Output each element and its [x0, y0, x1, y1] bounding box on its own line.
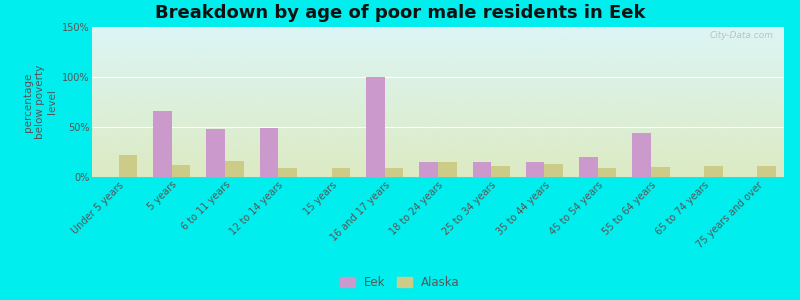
Bar	[526, 162, 545, 177]
Bar	[704, 166, 722, 177]
Bar	[385, 168, 403, 177]
Bar	[632, 133, 651, 177]
Bar	[278, 168, 297, 177]
Y-axis label: percentage
below poverty
level: percentage below poverty level	[22, 65, 58, 139]
Bar	[473, 162, 491, 177]
Bar	[758, 166, 776, 177]
Bar	[225, 161, 244, 177]
Bar	[172, 165, 190, 177]
Bar	[331, 168, 350, 177]
Text: Breakdown by age of poor male residents in Eek: Breakdown by age of poor male residents …	[154, 4, 646, 22]
Bar	[545, 164, 563, 177]
Bar	[154, 111, 172, 177]
Bar	[206, 129, 225, 177]
Bar	[598, 168, 616, 177]
Bar	[260, 128, 278, 177]
Text: City-Data.com: City-Data.com	[710, 32, 774, 40]
Bar	[419, 162, 438, 177]
Legend: Eek, Alaska: Eek, Alaska	[336, 272, 464, 294]
Bar	[438, 162, 457, 177]
Bar	[366, 77, 385, 177]
Bar	[651, 167, 670, 177]
Bar	[491, 166, 510, 177]
Bar	[118, 155, 138, 177]
Bar	[579, 157, 598, 177]
